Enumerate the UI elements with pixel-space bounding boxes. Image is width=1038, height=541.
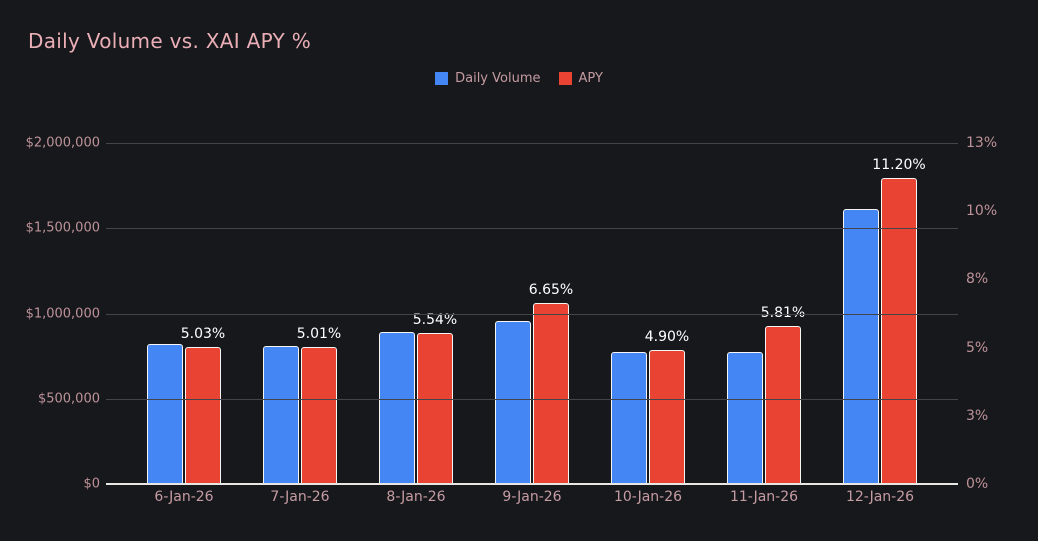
plot-area: 5.03% 5.01% 5.54% 6.65% 4.90% 5.81% 11.20% bbox=[106, 143, 958, 485]
gridline bbox=[106, 228, 958, 230]
y-axis-tick-right: 0% bbox=[966, 476, 989, 492]
bar-daily-volume[interactable] bbox=[263, 345, 299, 484]
apy-value-label: 5.03% bbox=[180, 325, 226, 342]
y-axis-tick-left: $500,000 bbox=[37, 391, 100, 407]
x-axis-label: 11-Jan-26 bbox=[729, 489, 799, 505]
bar-apy[interactable]: 5.81% bbox=[761, 305, 805, 484]
y-axis-tick-right: 13% bbox=[966, 135, 998, 151]
y-axis-tick-right: 3% bbox=[966, 407, 989, 424]
bar-apy[interactable]: 4.90% bbox=[645, 329, 689, 484]
gridline bbox=[106, 143, 958, 144]
y-axis-tick-left: $0 bbox=[83, 476, 100, 492]
y-axis-tick-right: 5% bbox=[966, 339, 989, 356]
x-axis-labels: 6-Jan-26 7-Jan-26 8-Jan-26 9-Jan-26 10-Jan-2… bbox=[106, 489, 958, 505]
bar-apy[interactable]: 5.03% bbox=[181, 326, 225, 484]
x-axis-label: 8-Jan-26 bbox=[386, 489, 446, 505]
bars-band: 5.03% 5.01% 5.54% 6.65% 4.90% 5.81% 11.20% bbox=[106, 143, 958, 484]
y-axis-tick-left: $1,500,000 bbox=[25, 220, 100, 236]
apy-value-label: 6.65% bbox=[528, 281, 574, 298]
bar-group: 5.03% bbox=[126, 143, 242, 484]
legend-item-daily-volume[interactable]: Daily Volume bbox=[435, 71, 541, 86]
bar-daily-volume[interactable] bbox=[495, 320, 531, 484]
y-axis-left: $0 $500,000 $1,000,000 $1,500,000 $2,000,000 bbox=[0, 136, 100, 492]
legend-item-apy[interactable]: APY bbox=[558, 71, 603, 86]
legend: Daily Volume APY bbox=[0, 71, 1038, 86]
legend-swatch-daily-volume bbox=[435, 72, 449, 85]
y-axis-tick-left: $1,000,000 bbox=[25, 306, 100, 321]
bar-daily-volume[interactable] bbox=[147, 344, 183, 484]
x-axis-label: 9-Jan-26 bbox=[502, 489, 562, 505]
gridline bbox=[106, 398, 958, 400]
bar-group: 5.54% bbox=[358, 143, 474, 484]
gridline bbox=[106, 313, 958, 315]
y-axis-tick-right: 10% bbox=[966, 203, 998, 220]
bar-apy[interactable]: 5.54% bbox=[413, 312, 457, 484]
y-axis-right: 0% 3% 5% 8% 10% 13% bbox=[966, 135, 1036, 492]
x-axis-label: 12-Jan-26 bbox=[845, 489, 915, 505]
bar-daily-volume[interactable] bbox=[843, 209, 879, 484]
x-axis-label: 7-Jan-26 bbox=[270, 489, 330, 505]
apy-value-label: 4.90% bbox=[644, 329, 690, 346]
bar-group: 4.90% bbox=[590, 143, 706, 484]
legend-label: APY bbox=[578, 71, 603, 86]
bar-group: 11.20% bbox=[822, 143, 938, 484]
chart-title: Daily Volume vs. XAI APY % bbox=[28, 29, 311, 53]
bar-apy[interactable]: 11.20% bbox=[872, 157, 926, 484]
bar-daily-volume[interactable] bbox=[611, 352, 647, 484]
apy-value-label: 11.20% bbox=[872, 157, 926, 174]
apy-value-label: 5.01% bbox=[296, 326, 342, 343]
bar-apy[interactable]: 5.01% bbox=[297, 326, 341, 484]
legend-label: Daily Volume bbox=[455, 71, 541, 86]
apy-value-label: 5.81% bbox=[760, 304, 806, 321]
bar-group: 5.01% bbox=[242, 143, 358, 484]
x-axis-label: 6-Jan-26 bbox=[154, 489, 214, 505]
bar-daily-volume[interactable] bbox=[379, 331, 415, 484]
x-axis-line bbox=[106, 483, 958, 485]
x-axis-label: 10-Jan-26 bbox=[613, 489, 683, 505]
bar-apy[interactable]: 6.65% bbox=[529, 282, 573, 484]
y-axis-tick-left: $2,000,000 bbox=[25, 135, 100, 151]
legend-swatch-apy bbox=[558, 72, 572, 85]
y-axis-tick-right: 8% bbox=[966, 271, 989, 288]
bar-group: 6.65% bbox=[474, 143, 590, 484]
bar-group: 5.81% bbox=[706, 143, 822, 484]
bar-daily-volume[interactable] bbox=[727, 351, 763, 484]
apy-value-label: 5.54% bbox=[412, 311, 458, 328]
